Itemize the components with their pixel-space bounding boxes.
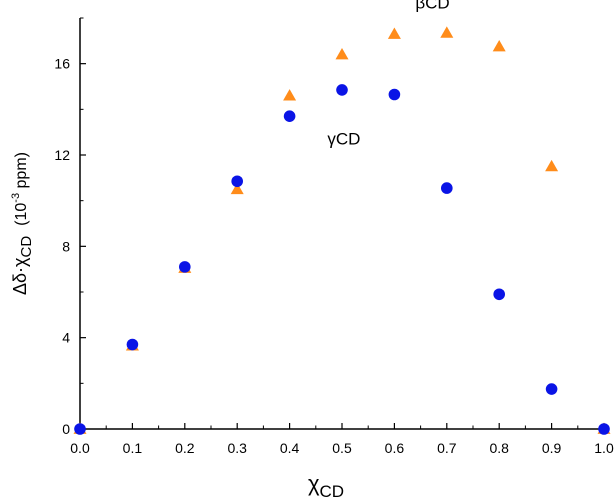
gamma-cd-point	[74, 423, 86, 435]
beta-cd-point	[230, 182, 244, 195]
x-tick-label: 0.0	[70, 440, 90, 456]
x-tick-label: 0.5	[332, 440, 352, 456]
y-axis: 0 4 8 12 16	[54, 17, 86, 437]
plot-area	[79, 18, 604, 430]
y-tick-label: 0	[62, 421, 70, 437]
beta-cd-point	[492, 40, 506, 52]
y-tick-label: 16	[54, 56, 70, 72]
y-tick-label: 8	[62, 238, 70, 254]
x-tick-label: 0.4	[280, 440, 300, 456]
series-label-beta-cd: βCD	[415, 0, 449, 13]
x-tick-label: 0.1	[123, 440, 143, 456]
gamma-cd-point	[441, 182, 453, 194]
x-tick-label: 0.6	[385, 440, 405, 456]
data-points	[73, 26, 611, 435]
x-tick-label: 0.9	[542, 440, 562, 456]
gamma-cd-point	[283, 110, 296, 122]
x-tick-label: 0.2	[175, 440, 195, 456]
gamma-cd-point	[598, 423, 610, 435]
series-label-gamma-cd: γCD	[327, 130, 360, 149]
gamma-cd-point	[493, 288, 506, 301]
x-tick-label: 0.7	[437, 440, 457, 456]
beta-cd-point	[387, 27, 401, 39]
gamma-cd-point	[231, 175, 243, 188]
gamma-cd-point	[336, 84, 348, 96]
x-tick-label: 0.8	[489, 440, 509, 456]
y-tick-label: 4	[62, 330, 70, 346]
x-tick-label: 0.3	[227, 440, 247, 456]
beta-cd-point	[440, 26, 454, 38]
gamma-cd-point	[179, 261, 191, 273]
gamma-cd-point	[388, 88, 401, 101]
y-tick-label: 12	[54, 147, 70, 163]
beta-cd-point	[335, 48, 349, 60]
gamma-cd-point	[126, 338, 139, 351]
beta-cd-point	[283, 89, 297, 101]
x-tick-label: 1.0	[594, 440, 614, 456]
x-axis: 0.0 0.1 0.2 0.3 0.4 0.5 0.6 0.7 0.8 0.9 1.0	[70, 423, 614, 456]
y-axis-title: Δδ·χCD(10-3 ppm)	[10, 152, 35, 295]
gamma-cd-point	[545, 383, 558, 395]
x-axis-title: χCD	[308, 471, 344, 497]
beta-cd-point	[545, 159, 559, 172]
